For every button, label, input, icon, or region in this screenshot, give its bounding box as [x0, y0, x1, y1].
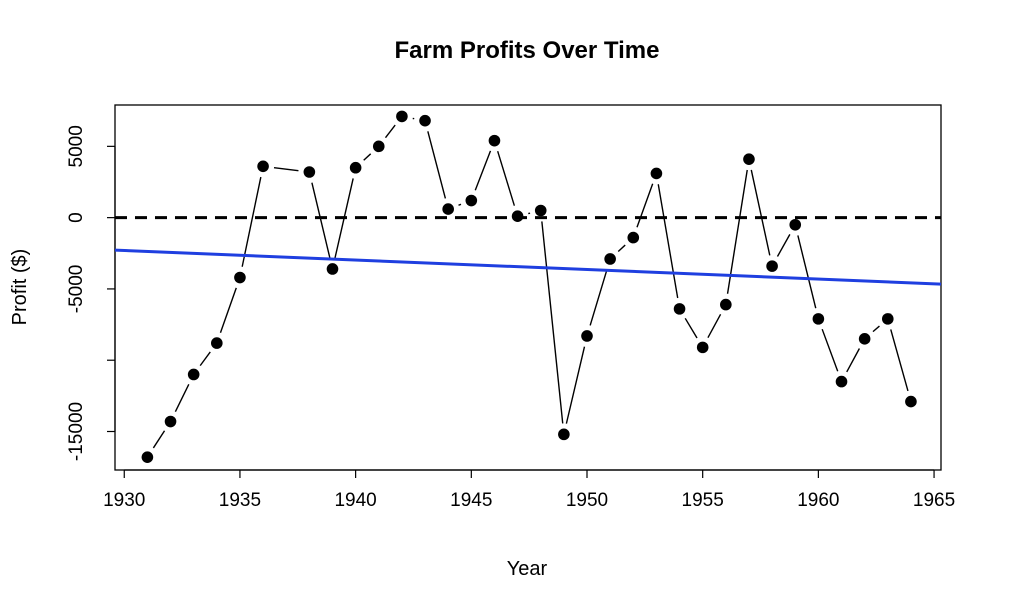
y-tick-label: 5000	[66, 125, 87, 167]
series-line-segment	[363, 153, 372, 161]
series-line-segment	[273, 166, 299, 172]
data-point	[789, 218, 802, 231]
x-tick-label: 1945	[450, 490, 492, 511]
series-line-segment	[427, 131, 447, 199]
x-tick-label: 1960	[797, 490, 839, 511]
x-axis: 1930 1935 1940 1945 1950 1955 1960 1965	[103, 469, 955, 511]
data-point	[905, 395, 917, 408]
series-line-segment	[174, 384, 190, 412]
series-line-segment	[726, 169, 748, 294]
data-point	[396, 110, 408, 123]
data-point	[743, 153, 755, 165]
series-line-segment	[497, 150, 516, 206]
x-tick-label: 1930	[103, 490, 145, 511]
data-point	[419, 114, 431, 127]
x-tick-label: 1950	[566, 490, 608, 511]
data-point	[581, 330, 593, 342]
series-line-segment	[152, 430, 166, 449]
series-line-segment	[458, 203, 462, 206]
series-line-segment	[750, 169, 771, 256]
series-line-segment	[684, 317, 698, 339]
data-point	[141, 451, 154, 463]
data-point	[164, 415, 177, 428]
data-point	[720, 298, 732, 311]
series-line-segment	[636, 183, 654, 228]
data-point	[696, 341, 709, 354]
data-point	[858, 333, 871, 345]
data-point	[835, 375, 848, 388]
series-line-segment	[821, 328, 839, 372]
plot-area	[114, 110, 942, 463]
data-point	[303, 166, 316, 178]
data-point	[881, 313, 894, 325]
data-point	[326, 263, 339, 275]
data-point	[488, 134, 501, 147]
chart-title: Farm Profits Over Time	[395, 37, 660, 64]
series-line-segment	[890, 329, 909, 392]
y-tick-label: -15000	[66, 402, 87, 461]
y-axis-label: Profit ($)	[9, 249, 31, 326]
series-line-segment	[311, 182, 331, 259]
data-point	[812, 313, 825, 325]
data-point	[442, 203, 454, 215]
series-line-segment	[199, 351, 211, 367]
x-tick-label: 1955	[682, 490, 724, 511]
series-line-segment	[384, 124, 396, 139]
data-point	[187, 368, 200, 381]
y-axis: -15000 -5000 0 5000	[66, 125, 116, 461]
data-point	[465, 194, 478, 207]
data-point	[534, 204, 547, 217]
series-line-segment	[541, 221, 564, 424]
data-point	[558, 428, 570, 441]
trend-line	[114, 248, 942, 286]
series-line-segment	[707, 313, 722, 339]
data-point	[372, 140, 385, 153]
series-line-segment	[797, 235, 817, 309]
x-tick-label: 1940	[334, 490, 376, 511]
data-point	[211, 337, 223, 349]
data-point	[234, 271, 246, 284]
series-line-segment	[241, 176, 262, 267]
data-point	[349, 161, 362, 174]
series-line-segment	[589, 269, 608, 326]
x-tick-label: 1965	[913, 490, 955, 511]
series-line-segment	[846, 348, 861, 373]
series-line-segment	[219, 287, 237, 333]
series-line-segment	[474, 150, 492, 191]
x-axis-label: Year	[507, 558, 548, 580]
data-point	[650, 167, 663, 180]
data-point	[257, 160, 269, 173]
data-point	[766, 260, 778, 272]
series-line-segment	[617, 244, 626, 253]
series-line-segment	[657, 184, 679, 299]
data-point	[673, 303, 686, 315]
plot-frame	[114, 104, 942, 471]
y-tick-label: -5000	[66, 265, 87, 314]
x-tick-label: 1935	[219, 490, 261, 511]
series-line-segment	[776, 234, 791, 257]
y-tick-label: 0	[66, 212, 87, 223]
series-line-segment	[565, 346, 586, 424]
series-line-segment	[872, 325, 880, 333]
data-point	[627, 231, 640, 244]
data-point	[604, 253, 616, 265]
